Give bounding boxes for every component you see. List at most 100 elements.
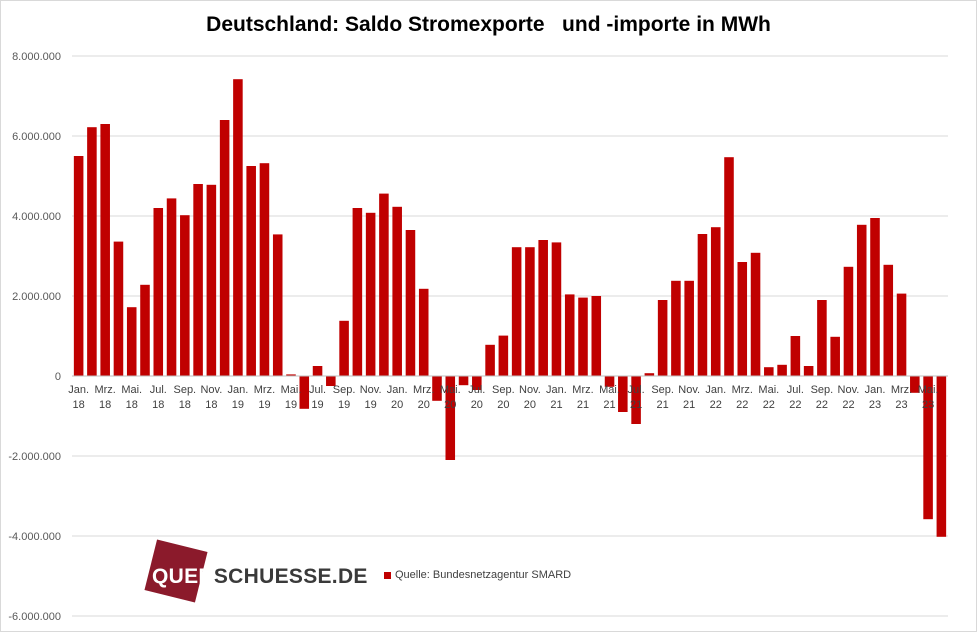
bar (843, 266, 854, 376)
bar (856, 224, 867, 376)
bar (379, 193, 389, 376)
x-tick-label: Jul. 20 (468, 384, 485, 411)
bar (710, 227, 721, 376)
bar (604, 376, 615, 387)
x-tick-label: Jan. 23 (865, 384, 886, 411)
x-tick-label: Mai. 22 (758, 384, 779, 411)
bar (193, 184, 203, 376)
bar (233, 79, 243, 376)
bar (180, 215, 190, 376)
x-tick-label: Mai. 23 (918, 384, 939, 411)
x-tick-label: Jul. 21 (628, 384, 645, 411)
bar (591, 296, 602, 376)
x-tick-label: Mrz. 22 (732, 384, 753, 411)
bar (126, 307, 137, 376)
bar (418, 288, 429, 376)
x-tick-label: Mrz. 20 (413, 384, 434, 411)
bar (87, 127, 97, 376)
x-tick-label: Mrz. 19 (254, 384, 275, 411)
bar (631, 376, 641, 424)
bar (697, 234, 708, 376)
bar (644, 373, 655, 376)
bar (485, 344, 495, 376)
y-tick-label: -6.000.000 (8, 611, 61, 623)
x-tick-label: Jan. 22 (705, 384, 726, 411)
x-tick-label: Mai. 21 (599, 384, 620, 411)
bar (352, 208, 363, 376)
bar (790, 336, 801, 376)
bar (286, 374, 296, 376)
bar (764, 367, 774, 376)
bar (73, 156, 84, 376)
bar (299, 376, 310, 409)
x-tick-label: Mai. 18 (121, 384, 142, 411)
bars (73, 79, 947, 537)
gridlines (72, 55, 948, 617)
y-tick-label: 8.000.000 (12, 51, 61, 63)
x-tick-label: Mai. 19 (281, 384, 302, 411)
bar (525, 247, 535, 376)
bar (312, 366, 323, 376)
x-tick-label: Jan. 21 (546, 384, 567, 411)
bar (392, 206, 402, 376)
bar (113, 241, 124, 376)
y-tick-label: -2.000.000 (8, 451, 61, 463)
bar (206, 184, 217, 376)
x-tick-label: Mrz. 18 (94, 384, 115, 411)
x-tick-label: Jul. 18 (150, 384, 167, 411)
x-tick-label: Sep. 19 (333, 384, 356, 411)
y-tick-label: -4.000.000 (8, 531, 61, 543)
x-tick-label: Jul. 19 (309, 384, 326, 411)
x-tick-label: Jan. 20 (387, 384, 408, 411)
x-tick-label: Mai. 20 (440, 384, 461, 411)
bar (339, 320, 349, 376)
bar (803, 366, 814, 376)
bar (684, 280, 694, 376)
bar (100, 124, 110, 376)
bar (671, 280, 681, 376)
bar (365, 212, 376, 376)
bar (166, 198, 177, 376)
x-tick-label: Sep. 20 (492, 384, 515, 411)
querschuesse-logo: QUERSCHUESSE.DE (144, 539, 368, 607)
bar (405, 230, 416, 376)
bar (936, 376, 947, 537)
bar (618, 376, 628, 412)
bar (326, 376, 336, 386)
bar (564, 294, 575, 376)
bar (445, 376, 456, 460)
y-tick-label: 0 (55, 371, 61, 383)
x-tick-label: Sep. 21 (651, 384, 674, 411)
legend-label: Quelle: Bundesnetzagentur SMARD (395, 569, 572, 581)
logo-text: QUERSCHUESSE.DE (152, 565, 368, 588)
bar (538, 240, 548, 376)
bar (777, 364, 787, 376)
bar (883, 264, 894, 376)
bar (830, 336, 840, 376)
bar (432, 376, 442, 401)
bar (870, 218, 880, 376)
bar (246, 166, 256, 376)
y-tick-label: 6.000.000 (12, 131, 61, 143)
bar (910, 376, 920, 393)
x-tick-label: Jan. 19 (228, 384, 249, 411)
x-tick-label: Nov. 18 (200, 384, 222, 411)
bar (817, 300, 827, 376)
bar (153, 208, 164, 376)
bar (578, 297, 588, 376)
x-tick-label: Nov. 20 (519, 384, 541, 411)
chart-title: Deutschland: Saldo Stromexporte und -imp… (206, 13, 771, 36)
bar (750, 252, 761, 376)
bar (272, 234, 283, 376)
bar (737, 262, 748, 376)
y-axis-ticks: 8.000.000 6.000.000 4.000.000 2.000.000 0 -2.… (8, 51, 61, 623)
y-tick-label: 2.000.000 (12, 291, 61, 303)
bar (511, 247, 522, 376)
y-tick-label: 4.000.000 (12, 211, 61, 223)
x-tick-label: Nov. 19 (360, 384, 382, 411)
bar (458, 376, 469, 386)
bar (140, 284, 150, 376)
x-tick-label: Nov. 22 (838, 384, 860, 411)
